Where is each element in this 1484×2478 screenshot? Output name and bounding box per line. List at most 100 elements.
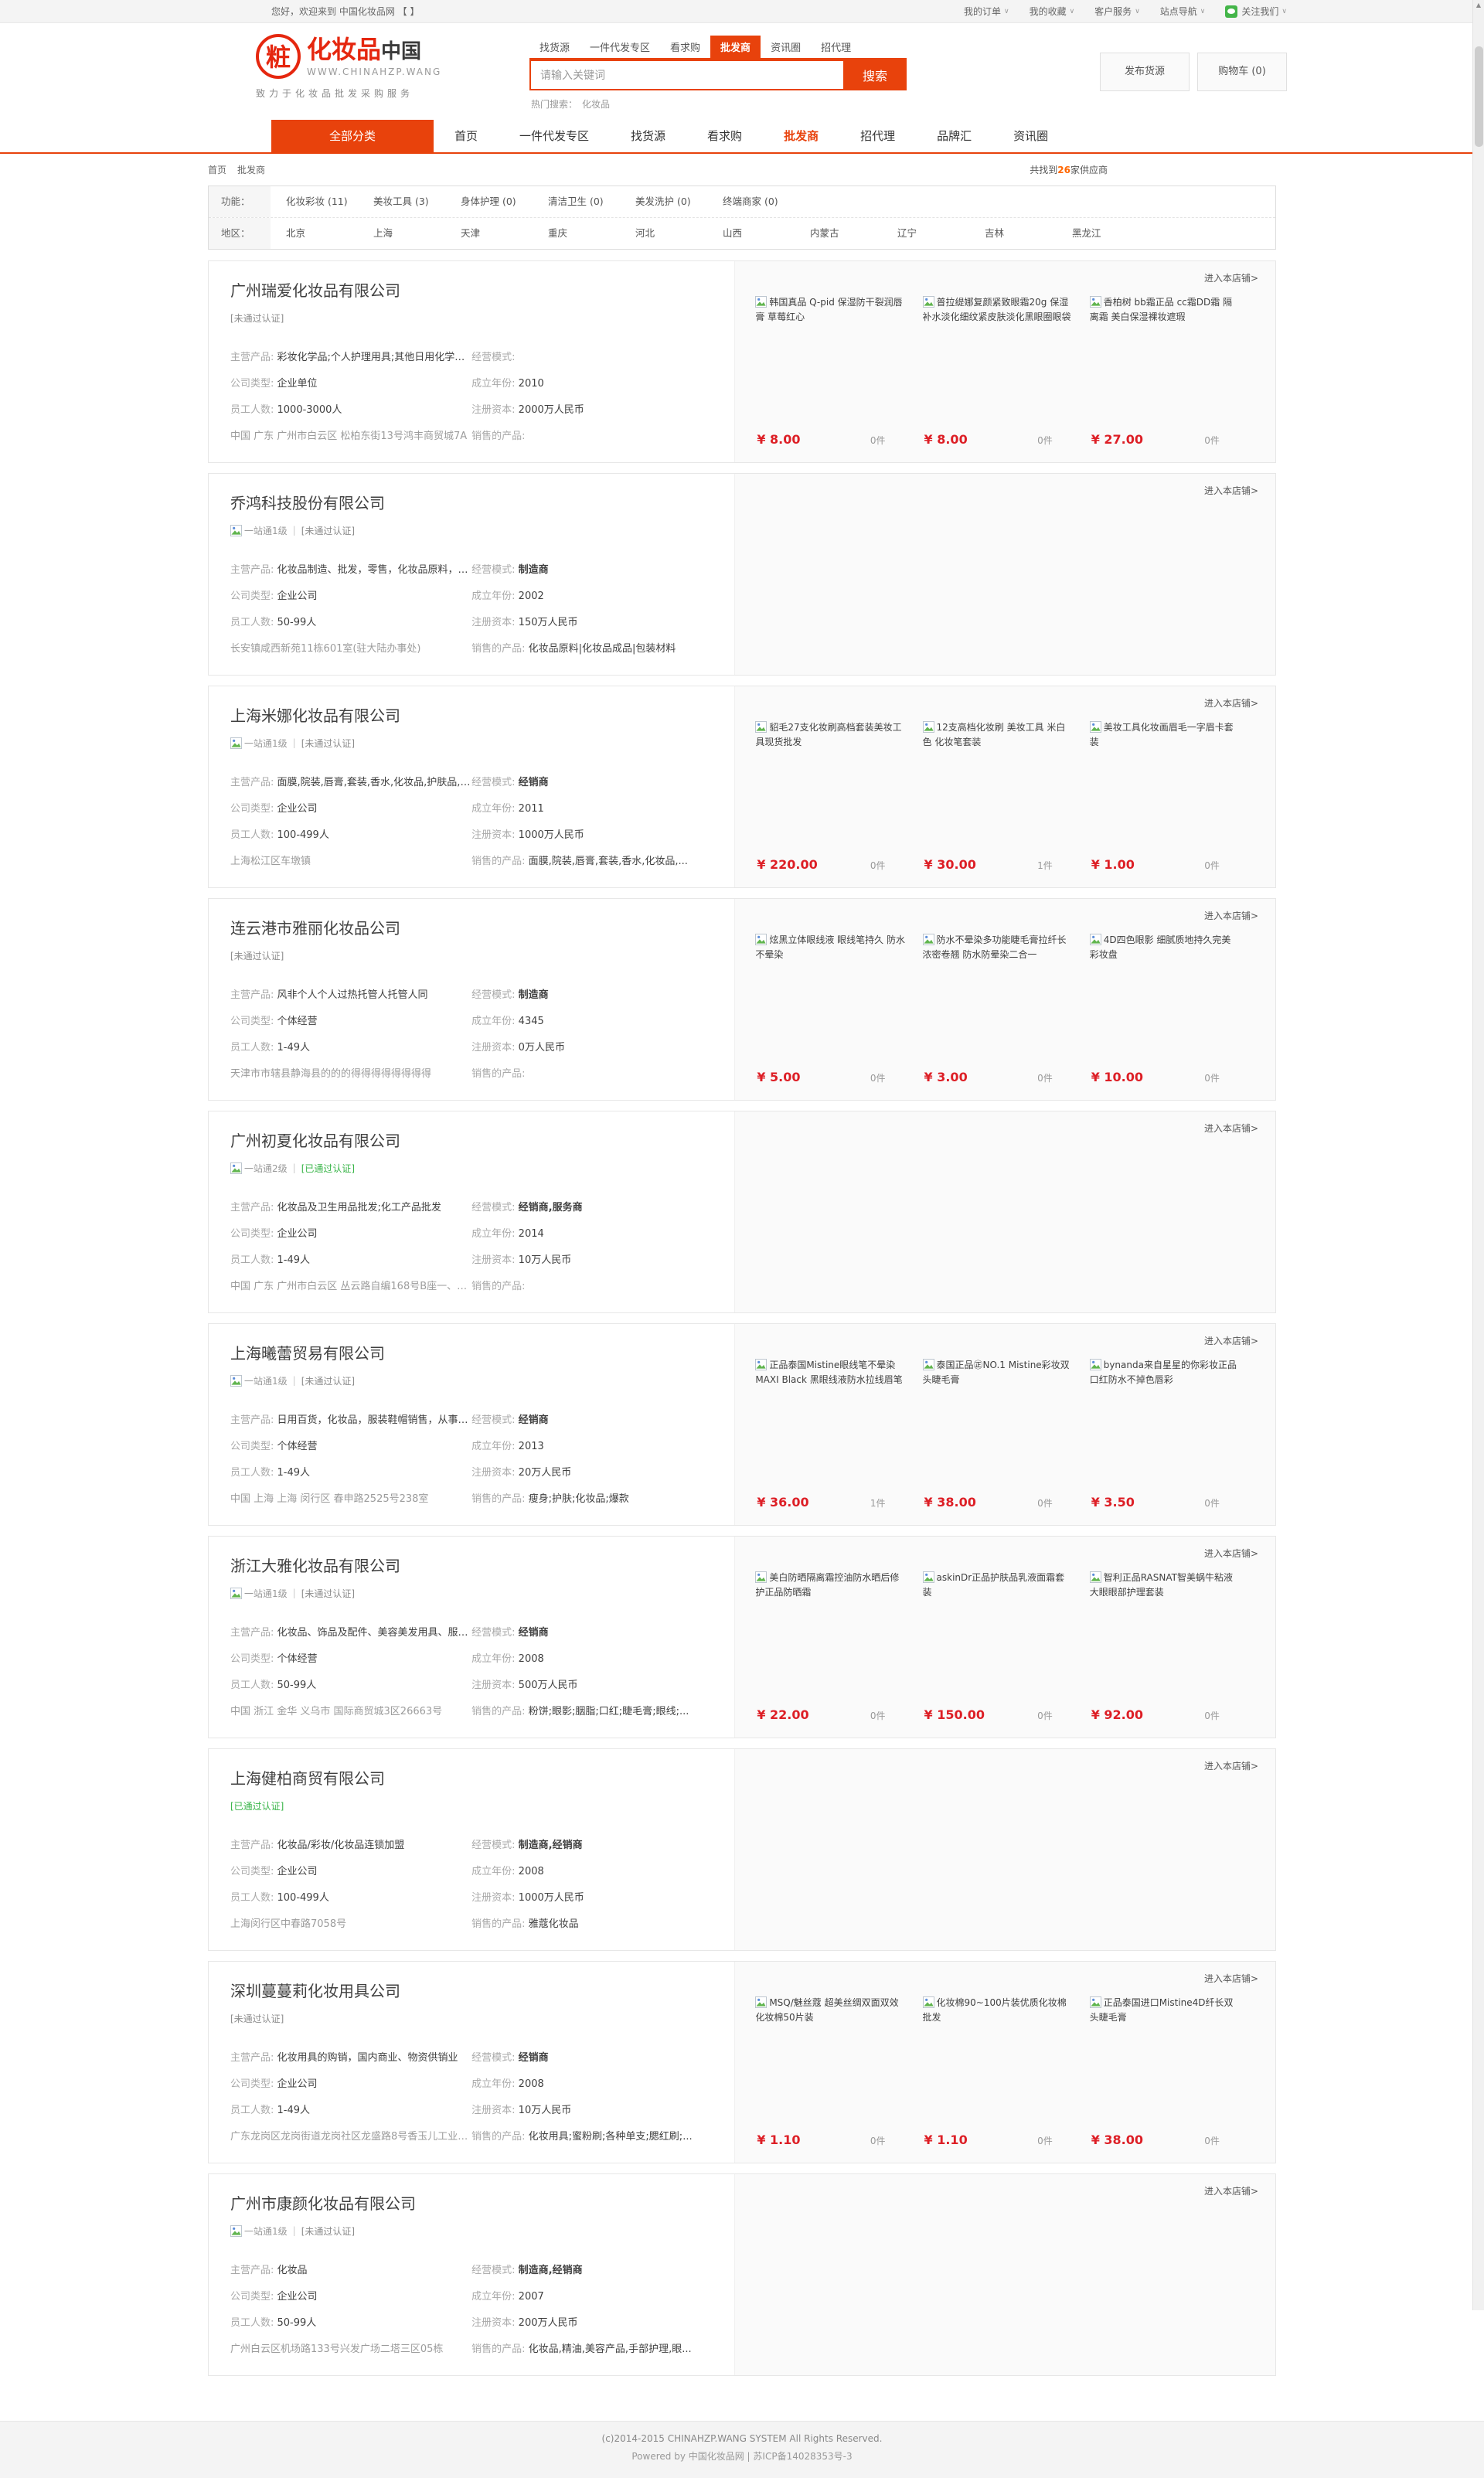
filter-option[interactable]: 吉林	[985, 218, 1053, 249]
nav-item-资讯圈[interactable]: 资讯圈	[1013, 120, 1048, 152]
nav-item-首页[interactable]: 首页	[454, 120, 478, 152]
product-item[interactable]: 普拉缇娜复颜紧致眼霜20g 保湿补水淡化细纹紧皮肤淡化黑眼圈眼袋 ¥ 8.00 …	[923, 295, 1090, 448]
product-item[interactable]: 美妆工具化妆画眉毛一字眉卡套装 ¥ 1.00 0件	[1090, 720, 1257, 873]
product-item[interactable]: 泰国正品㊣NO.1 Mistine彩妆双头睫毛膏 ¥ 38.00 0件	[923, 1358, 1090, 1511]
filter-option[interactable]: 终端商家 (0)	[723, 186, 791, 217]
main-nav-bar: 全部分类 首页 一件代发专区 找货源 看求购 批发商 招代理 品牌汇 资讯圈	[0, 120, 1484, 154]
enter-shop-link[interactable]: 进入本店铺>	[1204, 1759, 1258, 1772]
enter-shop-link[interactable]: 进入本店铺>	[1204, 1334, 1258, 1347]
supplier-name[interactable]: 连云港市雅丽化妆品公司	[230, 916, 400, 938]
enter-shop-link[interactable]: 进入本店铺>	[1204, 2184, 1258, 2197]
site-logo[interactable]: 粧 化妆品中国 WWW.CHINAHZP.WANG 致力于化妆品批发采购服务	[256, 34, 488, 111]
supplier-name[interactable]: 广州瑞爱化妆品有限公司	[230, 278, 400, 301]
search-input[interactable]	[529, 60, 843, 90]
supplier-name[interactable]: 上海米娜化妆品有限公司	[230, 703, 400, 726]
topbar-menu-4[interactable]: 站点导航∨	[1160, 0, 1206, 23]
supplier-info: 上海健柏商贸有限公司 [已通过认证] 主营产品: 化妆品/彩妆/化妆品连锁加盟公…	[209, 1749, 734, 1950]
mini-tab-批发商[interactable]: 批发商	[710, 36, 761, 58]
logo-tagline: 致力于化妆品批发采购服务	[256, 87, 488, 100]
filter-option[interactable]: 辽宁	[897, 218, 965, 249]
supplier-products-area: 进入本店铺> MSQ/魅丝蔻 超美丝绸双面双效化妆棉50片装 ¥ 1.10 0件…	[734, 1962, 1275, 2163]
broken-image-icon	[1090, 721, 1101, 733]
supplier-name[interactable]: 乔鸿科技股份有限公司	[230, 491, 385, 513]
enter-shop-link[interactable]: 进入本店铺>	[1204, 1547, 1258, 1560]
filter-option[interactable]: 美发洗护 (0)	[635, 186, 703, 217]
cart-button[interactable]: 购物车 (0)	[1197, 53, 1287, 91]
search-button[interactable]: 搜索	[843, 60, 907, 90]
nav-item-招代理[interactable]: 招代理	[860, 120, 895, 152]
info-value: 面膜,院装,唇膏,套装,香水,化妆品,护肤品,彩...	[277, 777, 472, 788]
product-sold-count: 0件	[1204, 1071, 1220, 1084]
product-item[interactable]: 香柏树 bb霜正品 cc霜DD霜 隔离霜 美白保湿裸妆遮瑕 ¥ 27.00 0件	[1090, 295, 1257, 448]
supplier-name[interactable]: 浙江大雅化妆品有限公司	[230, 1554, 400, 1576]
mini-tab-资讯圈[interactable]: 资讯圈	[761, 36, 811, 58]
hot-search-term[interactable]: 化妆品	[582, 99, 610, 110]
filter-option[interactable]: 山西	[723, 218, 791, 249]
filter-option[interactable]: 重庆	[548, 218, 616, 249]
supplier-name[interactable]: 上海健柏商贸有限公司	[230, 1766, 385, 1789]
enter-shop-link[interactable]: 进入本店铺>	[1204, 271, 1258, 284]
mini-tab-看求购[interactable]: 看求购	[660, 36, 710, 58]
product-item[interactable]: MSQ/魅丝蔻 超美丝绸双面双效化妆棉50片装 ¥ 1.10 0件	[755, 1996, 922, 2149]
all-categories-button[interactable]: 全部分类	[271, 120, 434, 152]
product-title: askinDr正品护肤品乳液面霜套装	[923, 1571, 1073, 1600]
product-item[interactable]: 炫黑立体眼线液 眼线笔持久 防水不晕染 ¥ 5.00 0件	[755, 933, 922, 1086]
enter-shop-link[interactable]: 进入本店铺>	[1204, 1122, 1258, 1135]
topbar-menu-3[interactable]: 客户服务∨	[1094, 0, 1140, 23]
filter-option[interactable]: 黑龙江	[1072, 218, 1140, 249]
filter-option[interactable]: 天津	[461, 218, 529, 249]
product-item[interactable]: bynanda来自星星的你彩妆正品 口红防水不掉色唇彩 ¥ 3.50 0件	[1090, 1358, 1257, 1511]
product-item[interactable]: askinDr正品护肤品乳液面霜套装 ¥ 150.00 0件	[923, 1571, 1090, 1724]
filter-option[interactable]: 北京	[286, 218, 354, 249]
filter-option[interactable]: 内蒙古	[810, 218, 878, 249]
enter-shop-link[interactable]: 进入本店铺>	[1204, 696, 1258, 710]
nav-item-批发商[interactable]: 批发商	[784, 120, 819, 152]
filter-option[interactable]: 美妆工具 (3)	[373, 186, 441, 217]
info-row: 注册资本: 150万人民币	[471, 610, 713, 636]
supplier-name[interactable]: 广州初夏化妆品有限公司	[230, 1128, 400, 1151]
info-row: 经营模式: 制造商	[471, 982, 713, 1009]
info-row: 销售的产品: 化妆品,精油,美容产品,手部护理,眼...	[471, 2337, 713, 2363]
nav-item-一件代发专区[interactable]: 一件代发专区	[519, 120, 589, 152]
breadcrumb-link-批发商[interactable]: 批发商	[237, 165, 265, 175]
product-item[interactable]: 12支高档化妆刷 美妆工具 米白色 化妆笔套装 ¥ 30.00 1件	[923, 720, 1090, 873]
nav-item-品牌汇[interactable]: 品牌汇	[937, 120, 972, 152]
supplier-details: 主营产品: 化妆品及卫生用品批发;化工产品批发公司类型: 企业公司员工人数: 1…	[230, 1195, 713, 1300]
nav-item-找货源[interactable]: 找货源	[631, 120, 665, 152]
supplier-name[interactable]: 上海曦蕾贸易有限公司	[230, 1341, 385, 1363]
filter-option[interactable]: 身体护理 (0)	[461, 186, 529, 217]
breadcrumb-link-首页[interactable]: 首页	[208, 165, 226, 175]
topbar-menu-5[interactable]: 关注我们∨	[1225, 0, 1287, 23]
product-item[interactable]: 貂毛27支化妆刷高档套装美妆工具现货批发 ¥ 220.00 0件	[755, 720, 922, 873]
product-item[interactable]: 正品泰国进口Mistine4D纤长双头睫毛膏 ¥ 38.00 0件	[1090, 1996, 1257, 2149]
product-item[interactable]: 韩国真品 Q-pid 保湿防干裂润唇膏 草莓红心 ¥ 8.00 0件	[755, 295, 922, 448]
product-row	[755, 1145, 1257, 1299]
product-item[interactable]: 4D四色眼影 细腻质地持久完美彩妆盘 ¥ 10.00 0件	[1090, 933, 1257, 1086]
filter-option[interactable]: 化妆彩妆 (11)	[286, 186, 354, 217]
product-item[interactable]: 正品泰国Mistine眼线笔不晕染 MAXI Black 黑眼线液防水拉线眉笔 …	[755, 1358, 922, 1511]
supplier-name[interactable]: 广州市康颜化妆品有限公司	[230, 2191, 416, 2214]
enter-shop-link[interactable]: 进入本店铺>	[1204, 1972, 1258, 1985]
supplier-name[interactable]: 深圳蔓蔓莉化妆用具公司	[230, 1979, 400, 2001]
scrollbar-thumb[interactable]	[1475, 46, 1483, 147]
filter-option[interactable]: 河北	[635, 218, 703, 249]
product-item[interactable]: 智利正品RASNAT智美蜗牛粘液大眼眼部护理套装 ¥ 92.00 0件	[1090, 1571, 1257, 1724]
scrollbar[interactable]: ▲	[1472, 0, 1484, 2310]
nav-item-看求购[interactable]: 看求购	[707, 120, 742, 152]
enter-shop-link[interactable]: 进入本店铺>	[1204, 484, 1258, 497]
enter-shop-link[interactable]: 进入本店铺>	[1204, 909, 1258, 922]
mini-tab-找货源[interactable]: 找货源	[529, 36, 580, 58]
filter-option[interactable]: 上海	[373, 218, 441, 249]
info-row: 经营模式: 经销商,服务商	[471, 1195, 713, 1221]
product-item[interactable]: 防水不晕染多功能睫毛膏拉纤长浓密卷翘 防水防晕染二合一 ¥ 3.00 0件	[923, 933, 1090, 1086]
filter-option[interactable]: 清洁卫生 (0)	[548, 186, 616, 217]
product-item[interactable]: 美白防晒隔离霜控油防水晒后修护正品防晒霜 ¥ 22.00 0件	[755, 1571, 922, 1724]
topbar-menu-1[interactable]: 我的订单∨	[964, 0, 1009, 23]
scroll-up-icon[interactable]: ▲	[1473, 0, 1484, 11]
topbar-menu-2[interactable]: 我的收藏∨	[1030, 0, 1075, 23]
publish-supply-button[interactable]: 发布货源	[1100, 53, 1190, 91]
mini-tab-一件代发专区[interactable]: 一件代发专区	[580, 36, 660, 58]
supplier-badges: [已通过认证]	[230, 1799, 713, 1813]
mini-tab-招代理[interactable]: 招代理	[811, 36, 861, 58]
product-item[interactable]: 化妆棉90~100片装优质化妆棉批发 ¥ 1.10 0件	[923, 1996, 1090, 2149]
